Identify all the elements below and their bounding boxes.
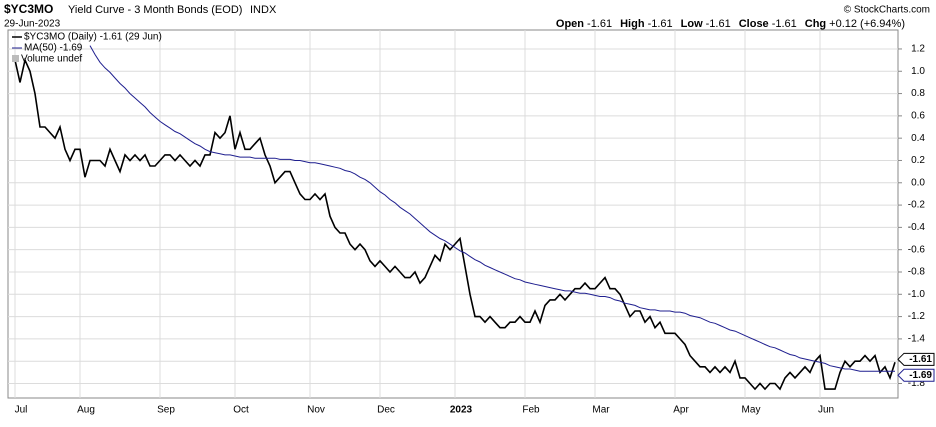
y-tick-label: -1.8 [908, 378, 926, 389]
x-tick-label: Sep [157, 405, 175, 416]
value-tag-label: -1.69 [909, 370, 932, 381]
lines [14, 45, 896, 391]
stats: Open -1.61 High -1.61 Low -1.61 Close -1.61 Chg +… [556, 18, 905, 30]
x-tick-label: May [742, 405, 761, 416]
y-tick-label: -0.4 [908, 222, 926, 233]
exchange: INDX [250, 4, 277, 16]
stat-label: Close [739, 18, 769, 30]
y-tick-label: 0.8 [911, 88, 925, 99]
x-tick-label: 2023 [450, 405, 473, 416]
stat-label: High [620, 18, 645, 30]
date: 29-Jun-2023 [4, 19, 61, 30]
x-tick-label: Jul [15, 405, 28, 416]
stat-value: -1.61 [772, 18, 797, 30]
x-tick-label: Feb [522, 405, 540, 416]
grid [8, 30, 898, 398]
value-tag [897, 368, 935, 382]
stat-label: Open [556, 18, 584, 30]
y-tick-label: -0.2 [908, 200, 926, 211]
stat-value: -1.61 [587, 18, 612, 30]
y-tick-label: 0.2 [911, 155, 925, 166]
legend-swatch [12, 55, 19, 62]
y-tick-label: -1.0 [908, 289, 926, 300]
series-line [89, 45, 895, 372]
y-tick-label: -1.2 [908, 311, 926, 322]
stat-value: -1.61 [648, 18, 673, 30]
legend-entry: $YC3MO (Daily) -1.61 (29 Jun) [24, 32, 162, 43]
y-tick-label: 0.6 [911, 111, 925, 122]
y-tick-label: -0.8 [908, 267, 926, 278]
value-tag-label: -1.61 [909, 354, 932, 365]
volume-note: Volume undef [21, 54, 82, 65]
plot-frame [7, 29, 899, 399]
y-tick-label: -0.6 [908, 244, 926, 255]
x-tick-label: Nov [307, 405, 325, 416]
stat-value: +0.12 (+6.94%) [829, 18, 905, 30]
x-tick-label: Apr [673, 405, 689, 416]
value-tag [897, 352, 935, 366]
y-tick-label: 1.0 [911, 66, 925, 77]
copyright: © StockCharts.com [844, 5, 930, 16]
chart-title: Yield Curve - 3 Month Bonds (EOD) [68, 4, 242, 16]
x-tick-label: Dec [377, 405, 395, 416]
legend-entry: MA(50) -1.69 [24, 43, 83, 54]
y-tick-label: -1.4 [908, 334, 926, 345]
series-line [14, 57, 896, 391]
y-tick-label: 0.0 [911, 177, 925, 188]
x-tick-label: Jun [818, 405, 834, 416]
stat-value: -1.61 [706, 18, 731, 30]
symbol: $YC3MO [4, 2, 53, 16]
stat-label: Chg [805, 18, 826, 30]
y-tick-label: 0.4 [911, 133, 925, 144]
x-tick-label: Oct [233, 405, 249, 416]
x-tick-label: Mar [592, 405, 610, 416]
stat-label: Low [681, 18, 703, 30]
y-tick-label: 1.2 [911, 44, 925, 55]
x-tick-label: Aug [77, 405, 95, 416]
